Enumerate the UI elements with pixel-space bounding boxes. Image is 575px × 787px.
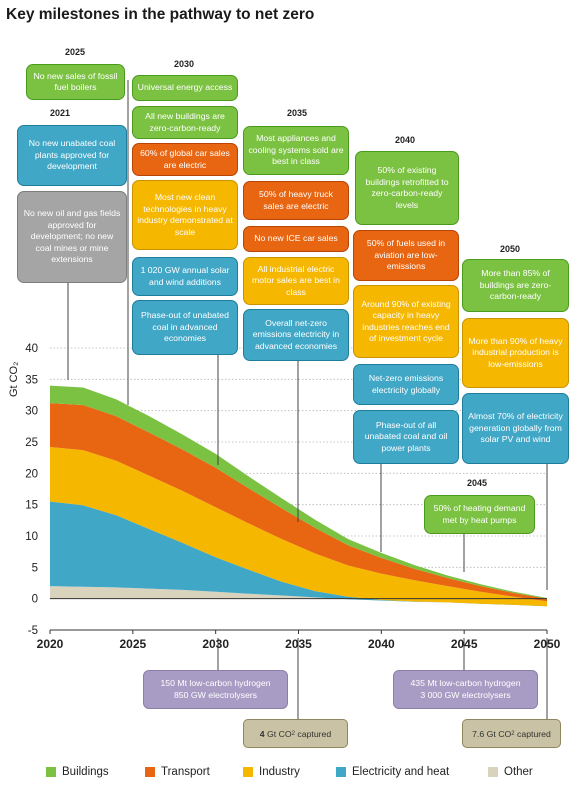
ccs-2050-text-a: 7.6 Gt CO (472, 728, 512, 739)
year-label-2035: 2035 (286, 108, 308, 118)
year-label-2050: 2050 (499, 244, 521, 254)
x-tick-label: 2050 (534, 637, 561, 651)
milestone-2050-buildings: More than 85% of buildings are zero-carb… (462, 259, 569, 312)
milestone-2040-aviation: 50% of fuels used in aviation are low-em… (353, 230, 459, 281)
ccs-2050-box: 7.6 Gt CO 2 captured (462, 719, 561, 748)
page-title: Key milestones in the pathway to net zer… (6, 6, 315, 23)
y-tick-label: 25 (25, 437, 38, 449)
legend-label-electricity: Electricity and heat (352, 766, 450, 778)
y-tick-label: 40 (25, 343, 38, 355)
milestone-2035-electricity: Overall net-zero emissions electricity i… (243, 309, 349, 361)
y-tick-label: 35 (25, 374, 38, 386)
ccs-2035-box: 4 Gt CO 2 captured (243, 719, 348, 748)
milestone-2040-netzero-electricity: Net-zero emissions electricity globally (353, 364, 459, 405)
ccs-2050-sub: 2 (511, 730, 515, 737)
legend-item-electricity: Electricity and heat (336, 766, 449, 778)
area-industry (50, 447, 547, 607)
y-tick-label: 15 (25, 500, 38, 512)
ccs-2035-text-b: captured (294, 728, 332, 739)
x-tick-label: 2045 (451, 637, 478, 651)
ccs-2035-sub: 2 (291, 730, 295, 737)
y-tick-label: 0 (32, 594, 38, 606)
hydrogen-2030-box: 150 Mt low-carbon hydrogen 850 GW electr… (143, 670, 288, 709)
ccs-2035-amount: 4 (259, 728, 265, 739)
year-label-2025: 2025 (64, 47, 86, 57)
y-axis-label: Gt CO₂ (8, 362, 20, 397)
hydrogen-2030-line1: 150 Mt low-carbon hydrogen (160, 678, 271, 688)
leader-lines (67, 80, 548, 719)
milestone-2050-electricity: Almost 70% of electricity generation glo… (462, 393, 569, 464)
legend-item-industry: Industry (243, 766, 300, 778)
hydrogen-2030-line2: 850 GW electrolysers (173, 689, 258, 700)
area-transport (50, 403, 547, 602)
milestone-2045-heat-pumps: 50% of heating demand met by heat pumps (424, 495, 535, 534)
milestone-2050-industry: More than 90% of heavy industrial produc… (462, 318, 569, 388)
y-tick-label: 5 (32, 562, 38, 574)
legend-label-industry: Industry (259, 766, 300, 778)
milestone-2035-appliances: Most appliances and cooling systems sold… (243, 126, 349, 175)
legend-label-transport: Transport (161, 766, 210, 778)
y-tick-label: 30 (25, 406, 38, 418)
legend-swatch-electricity (336, 767, 346, 777)
year-label-2040: 2040 (394, 135, 416, 145)
legend-swatch-other (488, 767, 498, 777)
legend-label-other: Other (504, 766, 533, 778)
milestone-2021-oil-gas: No new oil and gas fields approved for d… (17, 191, 127, 283)
hydrogen-2050-line2: 3 000 GW electrolysers (420, 689, 511, 700)
y-tick-label: -5 (28, 625, 38, 637)
x-tick-label: 2020 (37, 637, 64, 651)
chart-legend: Buildings Transport Industry Electricity… (0, 766, 575, 784)
milestone-2040-phaseout: Phase-out of all unabated coal and oil p… (353, 410, 459, 464)
legend-item-buildings: Buildings (46, 766, 109, 778)
milestone-2030-car-sales: 60% of global car sales are electric (132, 143, 238, 176)
area-buildings (50, 385, 547, 599)
legend-label-buildings: Buildings (62, 766, 109, 778)
x-tick-label: 2025 (119, 637, 146, 651)
area-electricity-and-heat (50, 501, 547, 607)
stacked-areas (50, 385, 547, 607)
milestone-2040-heavy-industry: Around 90% of existing capacity in heavy… (353, 285, 459, 358)
x-tick-label: 2035 (285, 637, 312, 651)
ccs-2050-text-b: captured (514, 728, 551, 739)
year-label-2021: 2021 (49, 108, 71, 118)
ccs-2035-text-a: Gt CO (264, 728, 292, 739)
milestone-2035-truck-sales: 50% of heavy truck sales are electric (243, 181, 349, 220)
hydrogen-2050-line1: 435 Mt low-carbon hydrogen (410, 678, 521, 688)
milestone-2040-retrofit: 50% of existing buildings retrofitted to… (355, 151, 459, 225)
milestone-2030-buildings: All new buildings are zero-carbon-ready (132, 106, 238, 139)
milestone-2025-boilers: No new sales of fossil fuel boilers (26, 64, 125, 100)
milestone-2035-motors: All industrial electric motor sales are … (243, 257, 349, 305)
x-tick-label: 2040 (368, 637, 395, 651)
year-label-2045: 2045 (466, 478, 488, 488)
y-tick-label: 10 (25, 531, 38, 543)
legend-swatch-transport (145, 767, 155, 777)
legend-item-other: Other (488, 766, 533, 778)
milestone-2030-coal-phaseout: Phase-out of unabated coal in advanced e… (132, 300, 238, 355)
x-tick-label: 2030 (202, 637, 229, 651)
legend-swatch-buildings (46, 767, 56, 777)
year-label-2030: 2030 (173, 59, 195, 69)
milestone-2021-coal: No new unabated coal plants approved for… (17, 125, 127, 186)
milestone-2030-clean-tech: Most new clean technologies in heavy ind… (132, 180, 238, 250)
milestone-2030-solar-wind: 1 020 GW annual solar and wind additions (132, 257, 238, 296)
hydrogen-2050-box: 435 Mt low-carbon hydrogen 3 000 GW elec… (393, 670, 538, 709)
legend-item-transport: Transport (145, 766, 210, 778)
y-tick-label: 20 (25, 468, 38, 480)
milestone-2030-energy-access: Universal energy access (132, 75, 238, 101)
legend-swatch-industry (243, 767, 253, 777)
milestone-2035-ice: No new ICE car sales (243, 226, 349, 252)
